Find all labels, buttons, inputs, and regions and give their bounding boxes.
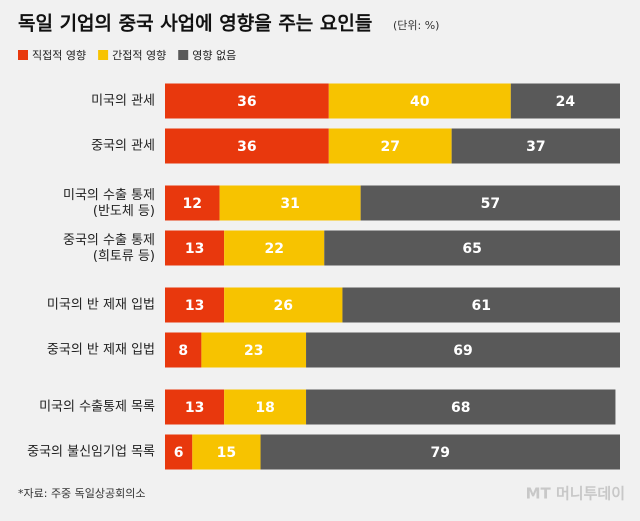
bar-segment <box>328 128 452 164</box>
y-tick-label: 미국의 반 제재 입법 <box>47 298 155 313</box>
watermark: MT 머니투데이 <box>526 485 625 503</box>
legend-swatch <box>178 50 189 60</box>
data-label: 79 <box>431 445 450 461</box>
y-tick-label: 미국의 수출 통제 (반도체 등) <box>63 188 155 219</box>
bar-segment <box>510 83 620 119</box>
bar-segment <box>328 83 511 119</box>
data-label: 23 <box>244 343 263 359</box>
data-label: 15 <box>217 445 236 461</box>
chart-subtitle: (단위: %) <box>393 19 439 32</box>
y-tick-label: 중국의 수출 통제 (희토류 등) <box>63 233 155 264</box>
bar-segment <box>260 434 620 470</box>
bar-segment <box>451 128 620 164</box>
chart-title: 독일 기업의 중국 사업에 영향을 주는 요인들 <box>18 13 372 35</box>
bar-segment <box>224 287 343 323</box>
legend-swatch <box>98 50 109 60</box>
data-label: 37 <box>526 139 545 155</box>
y-tick-label: 중국의 관세 <box>91 139 155 154</box>
source: *자료: 주중 독일상공회의소 <box>18 486 146 500</box>
data-label: 65 <box>462 241 481 257</box>
bar-segment <box>165 287 225 323</box>
data-label: 8 <box>178 343 188 359</box>
bar-segment <box>165 434 193 470</box>
bar-segment <box>201 332 307 368</box>
data-label: 40 <box>410 94 430 110</box>
bar-segment <box>219 185 361 221</box>
data-label: 6 <box>174 445 184 461</box>
bar-segment <box>165 83 329 119</box>
data-label: 26 <box>274 298 293 314</box>
y-tick-label: 중국의 반 제재 입법 <box>47 343 155 358</box>
data-label: 22 <box>264 241 283 257</box>
bar-segment <box>224 389 307 425</box>
y-tick-label: 미국의 수출통제 목록 <box>39 400 155 415</box>
data-label: 18 <box>255 400 274 416</box>
bar-segment <box>360 185 620 221</box>
legend-label: 직접적 영향 <box>32 49 86 62</box>
data-label: 57 <box>481 196 500 212</box>
data-label: 27 <box>380 139 399 155</box>
data-label: 31 <box>280 196 299 212</box>
y-tick-label: 중국의 불신임기업 목록 <box>27 445 155 460</box>
y-tick-label: 미국의 관세 <box>91 94 155 109</box>
bar-segment <box>165 185 220 221</box>
data-label: 12 <box>183 196 202 212</box>
data-label: 13 <box>185 241 204 257</box>
data-label: 61 <box>471 298 490 314</box>
data-label: 13 <box>185 400 204 416</box>
legend-label: 영향 없음 <box>192 49 236 62</box>
legend-swatch <box>18 50 28 60</box>
data-label: 36 <box>237 94 256 110</box>
bar-segment <box>165 332 202 368</box>
data-label: 68 <box>451 400 470 416</box>
data-label: 69 <box>453 343 472 359</box>
data-label: 13 <box>185 298 204 314</box>
bar-segment <box>165 128 329 164</box>
bar-segment <box>306 332 620 368</box>
bar-segment <box>306 389 616 425</box>
bar-segment <box>165 389 225 425</box>
data-label: 24 <box>556 94 576 110</box>
legend-label: 간접적 영향 <box>112 49 166 62</box>
bar-segment <box>192 434 261 470</box>
bar-segment <box>224 230 325 266</box>
bar-segment <box>165 230 225 266</box>
bar-segment <box>342 287 620 323</box>
bar-segment <box>324 230 620 266</box>
data-label: 36 <box>237 139 256 155</box>
